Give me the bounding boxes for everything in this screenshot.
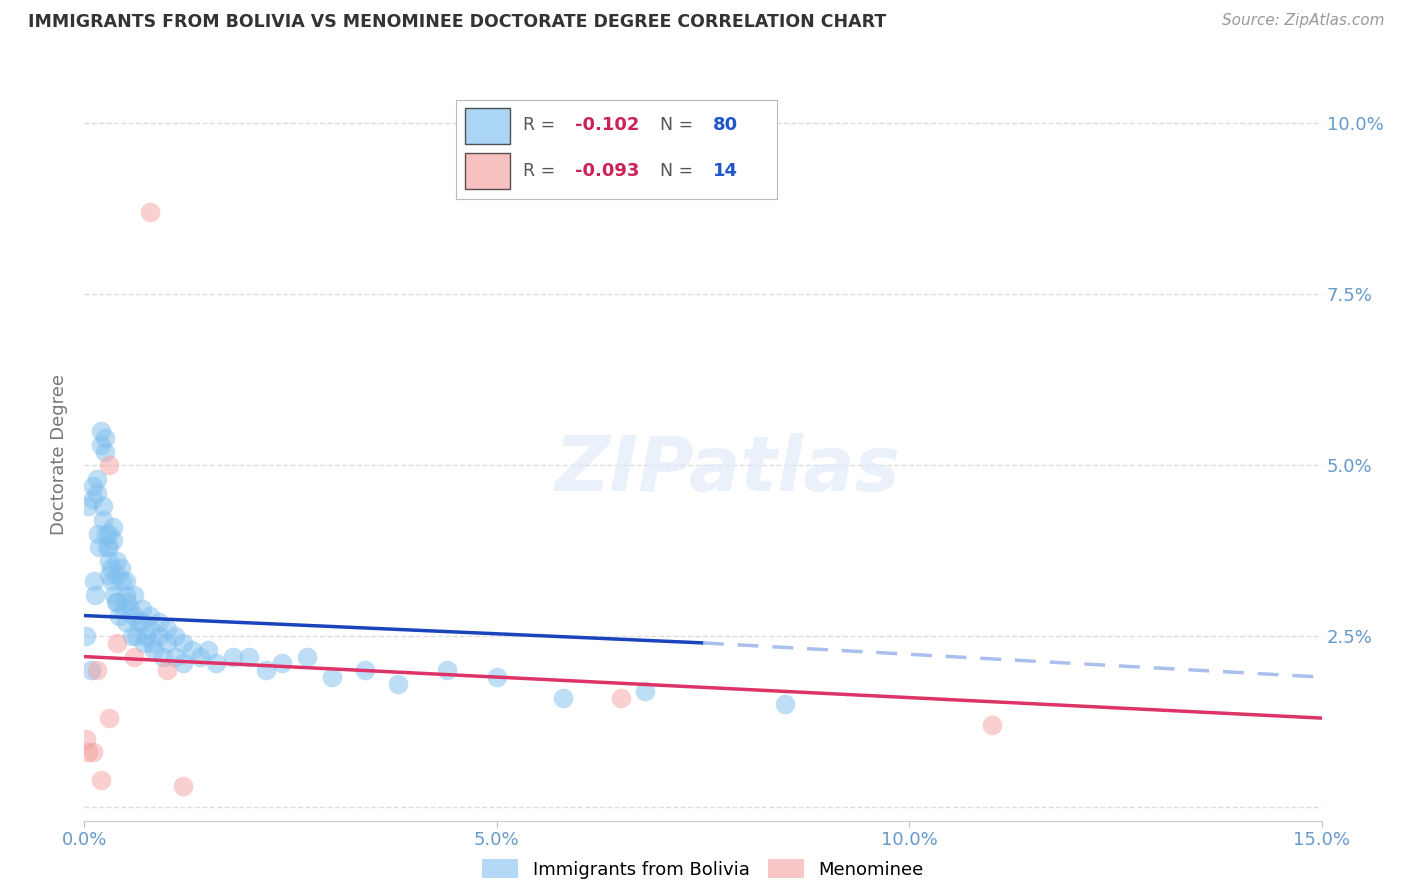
Point (122, 608, 145, 623)
Point (205, 657, 228, 671)
Point (82, 478, 104, 492)
Point (75, 731, 97, 746)
Point (103, 588, 125, 602)
Y-axis label: Doctorate Degree: Doctorate Degree (51, 375, 69, 535)
Point (197, 642, 219, 657)
Point (156, 622, 179, 636)
Point (103, 533, 125, 548)
Point (131, 601, 153, 615)
Point (90, 438, 112, 452)
Point (98, 540, 121, 554)
Point (124, 629, 146, 643)
Point (156, 636, 179, 650)
Point (132, 636, 155, 650)
Point (139, 205, 162, 219)
Point (135, 629, 157, 643)
Point (152, 649, 174, 664)
Point (127, 615, 149, 630)
Point (271, 657, 294, 671)
Point (90, 424, 112, 438)
Point (98, 554, 121, 568)
Point (94, 431, 117, 445)
Point (156, 663, 179, 677)
Point (222, 649, 245, 664)
Point (91, 513, 114, 527)
Point (118, 601, 141, 615)
Point (100, 560, 122, 574)
Point (98, 567, 121, 582)
Point (122, 588, 145, 602)
Point (96, 540, 118, 554)
Legend: Immigrants from Bolivia, Menominee: Immigrants from Bolivia, Menominee (482, 859, 924, 879)
Point (122, 649, 145, 664)
Text: Source: ZipAtlas.com: Source: ZipAtlas.com (1222, 13, 1385, 29)
Point (94, 444, 117, 458)
Point (188, 649, 211, 664)
Point (98, 458, 121, 472)
Point (90, 772, 112, 787)
Point (117, 595, 139, 609)
Point (141, 636, 163, 650)
Point (94, 526, 117, 541)
Point (387, 677, 409, 691)
Point (77, 499, 100, 513)
Point (165, 649, 187, 664)
Point (105, 554, 128, 568)
Point (131, 615, 153, 630)
Point (139, 622, 162, 636)
Point (114, 574, 136, 589)
Point (172, 657, 194, 671)
Point (485, 670, 508, 684)
Point (238, 649, 260, 664)
Point (77, 745, 100, 759)
Point (108, 608, 131, 623)
Point (180, 642, 202, 657)
Point (172, 780, 194, 794)
Point (112, 601, 135, 615)
Point (114, 588, 136, 602)
Point (89, 540, 111, 554)
Point (143, 642, 166, 657)
Point (980, 718, 1002, 732)
Point (105, 567, 128, 582)
Point (105, 636, 128, 650)
Point (775, 698, 797, 712)
Point (634, 683, 657, 698)
Point (84, 588, 107, 602)
Point (75, 629, 97, 643)
Point (86, 485, 108, 500)
Point (114, 615, 136, 630)
Point (86, 526, 108, 541)
Point (254, 663, 277, 677)
Point (103, 519, 125, 533)
Text: IMMIGRANTS FROM BOLIVIA VS MENOMINEE DOCTORATE DEGREE CORRELATION CHART: IMMIGRANTS FROM BOLIVIA VS MENOMINEE DOC… (28, 13, 886, 31)
Point (110, 560, 132, 574)
Point (121, 629, 143, 643)
Text: ZIPatlas: ZIPatlas (555, 433, 901, 507)
Point (353, 663, 375, 677)
Point (98, 526, 121, 541)
Point (165, 629, 187, 643)
Point (111, 574, 134, 589)
Point (139, 608, 162, 623)
Point (148, 629, 170, 643)
Point (609, 690, 631, 705)
Point (172, 636, 194, 650)
Point (104, 595, 127, 609)
Point (551, 690, 574, 705)
Point (82, 492, 104, 507)
Point (83, 574, 105, 589)
Point (295, 649, 318, 664)
Point (436, 663, 458, 677)
Point (86, 472, 108, 486)
Point (82, 745, 104, 759)
Point (105, 595, 128, 609)
Point (100, 574, 122, 589)
Point (98, 711, 121, 725)
Point (80, 663, 103, 677)
Point (321, 670, 343, 684)
Point (86, 663, 108, 677)
Point (148, 615, 170, 630)
Point (91, 499, 114, 513)
